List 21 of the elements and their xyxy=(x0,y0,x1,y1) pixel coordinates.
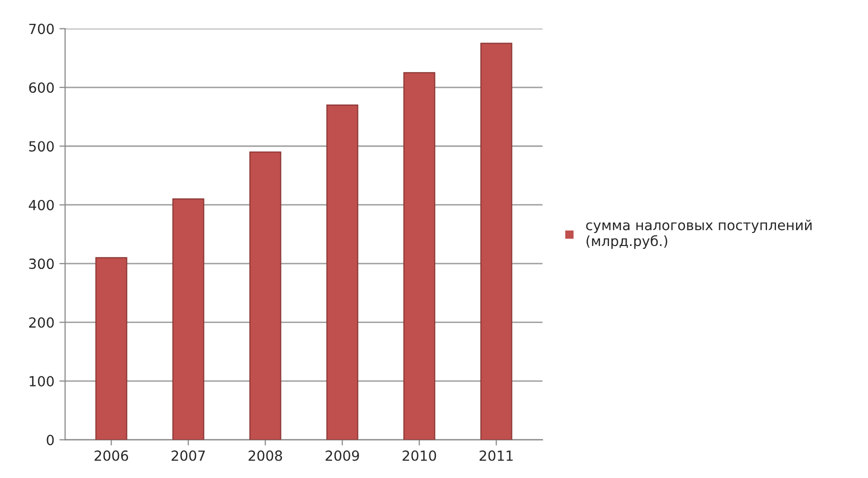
y-tick-label: 500 xyxy=(29,141,54,152)
x-tick-label: 2008 xyxy=(248,450,282,461)
y-tick-label: 0 xyxy=(46,434,54,446)
x-tick-label: 2007 xyxy=(172,450,205,461)
x-tick-label: 2011 xyxy=(480,450,513,461)
bar xyxy=(480,42,512,440)
bar xyxy=(172,198,204,440)
y-tick-label: 600 xyxy=(29,82,54,93)
y-tick-label: 200 xyxy=(29,317,54,328)
y-tick-label: 400 xyxy=(28,200,54,210)
bar xyxy=(249,151,282,440)
y-tick-label: 100 xyxy=(30,376,54,387)
bar xyxy=(403,72,436,440)
bar xyxy=(95,257,128,440)
y-tick-label: 700 xyxy=(29,24,54,34)
x-tick-label: 2010 xyxy=(402,450,436,461)
bar xyxy=(326,104,358,440)
legend-label: сумма налоговых поступлений (млрд.руб.) xyxy=(586,220,812,249)
y-tick-label: 300 xyxy=(29,258,54,270)
x-tick-label: 2006 xyxy=(94,450,128,461)
x-tick-label: 2009 xyxy=(326,450,359,461)
